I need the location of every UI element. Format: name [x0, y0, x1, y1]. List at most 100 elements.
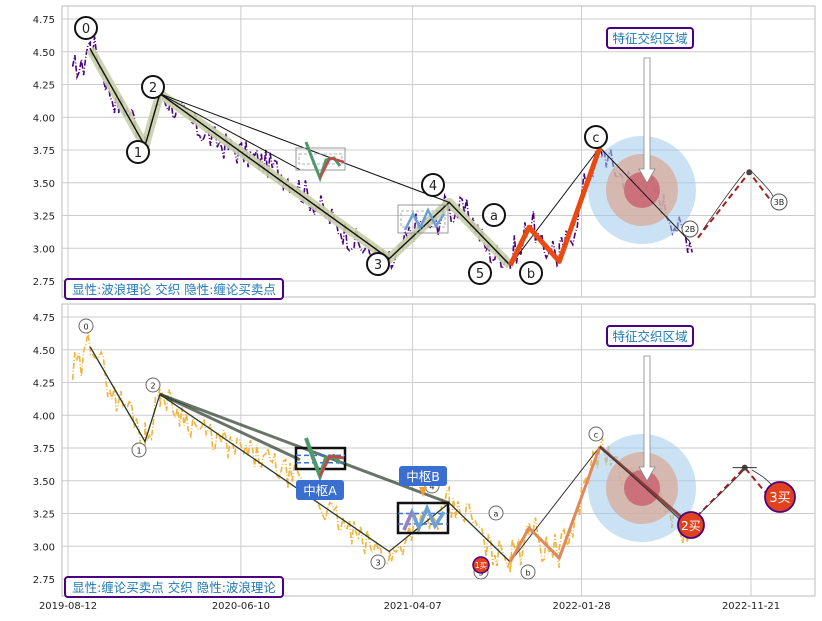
bottom-legend-box: [64, 576, 284, 598]
top-legend-text: 显性:波浪理论 交织 隐性:缠论买卖点: [72, 282, 276, 297]
top-sub-wave-a-red: [318, 156, 345, 179]
y-tick-label: 4.00: [33, 411, 55, 422]
y-tick-label: 3.00: [33, 542, 55, 553]
top-wave-labels: 0 1 2 3 4 5 a b c 2B 3B: [74, 16, 788, 285]
top-projection-arc-1: [702, 171, 746, 230]
bottom-y-ticks: 4.75 4.50 4.25 4.00 3.75 3.50 3.25 3.00 2.75: [33, 313, 55, 586]
top-channel-5-c: [509, 147, 601, 266]
wave-label-circle-2: [141, 75, 165, 99]
top-channel-c-2b: [599, 147, 691, 243]
wave-label-a: a: [490, 209, 498, 224]
top-projection-peak: [746, 169, 753, 176]
wave-label-b: b: [527, 267, 535, 282]
small-wave-circle-c: [588, 426, 604, 442]
hidden-label-2b: 2B: [685, 225, 696, 234]
wave-label-4: 4: [429, 179, 437, 194]
x-tick-label: 2022-01-28: [552, 601, 610, 612]
small-wave-circle-3: [370, 554, 386, 570]
small-wave-circle-a: [488, 505, 504, 521]
y-tick-label: 3.25: [33, 212, 55, 223]
top-sub-box-b: [397, 204, 449, 234]
hub-b-wave-purple: [402, 511, 414, 531]
top-legend-label: 显性:波浪理论 交织 隐性:缠论买卖点: [64, 278, 284, 300]
y-tick-label: 4.50: [33, 346, 55, 357]
zone-inner-circle: [624, 470, 660, 506]
wave-label-circle-3: [366, 252, 390, 276]
bottom-legend-label: 显性:缠论买卖点 交织 隐性:波浪理论: [64, 576, 284, 598]
top-wave-abc: [507, 146, 603, 267]
small-wave-circle-1: [131, 442, 147, 458]
bottom-labels: 012345abc中枢A中枢B1买2买3买: [78, 318, 796, 580]
top-projection-arc-2: [751, 171, 774, 197]
wave-label-1: 1: [134, 146, 142, 161]
buy3-circle: [764, 481, 796, 513]
bottom-annotation-arrow: [638, 355, 656, 482]
small-wave-label-3: 3: [375, 559, 380, 568]
y-tick-label: 4.50: [33, 48, 55, 59]
y-tick-label: 3.25: [33, 510, 55, 521]
top-annotation-box: [606, 27, 694, 49]
hub-a-label-box: [296, 480, 344, 500]
small-wave-circle-2: [145, 377, 161, 393]
wave-label-5: 5: [476, 267, 484, 282]
y-tick-label: 4.00: [33, 113, 55, 124]
y-tick-label: 2.75: [33, 575, 55, 586]
small-wave-label-2: 2: [150, 382, 155, 391]
hub-a-wave-red: [318, 454, 345, 477]
small-wave-circle-b: [520, 564, 536, 580]
y-tick-label: 4.25: [33, 379, 55, 390]
bottom-projection-arc-1: [699, 469, 745, 515]
small-wave-label-b: b: [525, 569, 530, 578]
top-legend-box: [64, 278, 284, 300]
bottom-annotation-text: 特征交织区域: [612, 329, 687, 344]
top-channel-aux: [159, 93, 301, 171]
wave-label-c: c: [592, 131, 599, 146]
y-tick-label: 4.25: [33, 81, 55, 92]
top-sub-wave-b: [403, 207, 446, 231]
wave-label-circle-c: [584, 125, 608, 149]
y-tick-label: 3.50: [33, 477, 55, 488]
wave-label-circle-4: [421, 173, 445, 197]
zone-inner-circle: [624, 172, 660, 208]
hub-a-label: 中枢A: [303, 483, 337, 498]
top-annotation-text: 特征交织区域: [612, 31, 687, 46]
buy3-label: 3买: [769, 491, 790, 506]
bottom-leg-0-1: [89, 346, 146, 442]
y-tick-label: 3.75: [33, 444, 55, 455]
bottom-legend-text: 显性:缠论买卖点 交织 隐性:波浪理论: [72, 580, 276, 595]
buy2-label: 2买: [681, 519, 701, 533]
wave-label-3: 3: [374, 258, 382, 273]
bottom-panel-frame: [61, 303, 816, 597]
hidden-label-circle-2b: [681, 220, 699, 238]
hub-b-pointer: [419, 487, 427, 497]
bottom-panel: 4.75 4.50 4.25 4.00 3.75 3.50 3.25 3.00 2.75 0 1 2…: [33, 303, 816, 598]
y-tick-label: 4.75: [33, 313, 55, 324]
y-tick-label: 3.50: [33, 179, 55, 190]
buy2-circle: [677, 511, 705, 539]
small-wave-label-4: 4: [429, 483, 434, 492]
wave-label-circle-0: [74, 16, 98, 40]
small-wave-circle-0: [78, 318, 94, 334]
y-tick-label: 2.75: [33, 277, 55, 288]
buy1-circle: [472, 556, 490, 574]
wave-label-circle-1: [126, 140, 150, 164]
wave-label-circle-a: [482, 203, 506, 227]
wave-label-circle-b: [519, 261, 543, 285]
bottom-stroke-abc: [508, 446, 602, 563]
top-wave-line-1to5: [89, 48, 511, 266]
buy1-label: 1买: [475, 561, 488, 570]
wave-label-2: 2: [149, 81, 157, 96]
bottom-channel-aux: [159, 392, 301, 462]
bottom-annotation: 特征交织区域: [606, 325, 694, 347]
x-tick-label: 2022-11-21: [722, 601, 780, 612]
top-sub-box-a-inner: [298, 153, 343, 165]
top-sub-box-b-inner: [400, 210, 446, 228]
x-tick-label: 2021-04-07: [384, 601, 442, 612]
top-y-ticks: 4.75 4.50 4.25 4.00 3.75 3.50 3.25 3.00 2.75: [33, 15, 55, 288]
top-panel: 4.75 4.50 4.25 4.00 3.75 3.50 3.25 3.00 2.75 0 1 2…: [33, 5, 816, 300]
top-annotation-arrow: [638, 57, 656, 184]
bottom-channel-5-c: [509, 446, 601, 563]
y-tick-label: 3.75: [33, 146, 55, 157]
